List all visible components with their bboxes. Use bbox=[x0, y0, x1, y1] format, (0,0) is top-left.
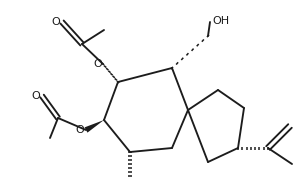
Text: OH: OH bbox=[212, 16, 229, 26]
Polygon shape bbox=[84, 120, 104, 133]
Text: O: O bbox=[75, 125, 84, 135]
Text: O: O bbox=[93, 59, 102, 69]
Text: O: O bbox=[31, 91, 40, 101]
Text: O: O bbox=[51, 17, 60, 27]
